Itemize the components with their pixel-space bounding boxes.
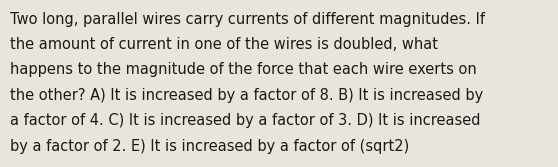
- Text: the other? A) It is increased by a factor of 8. B) It is increased by: the other? A) It is increased by a facto…: [10, 88, 483, 103]
- Text: happens to the magnitude of the force that each wire exerts on: happens to the magnitude of the force th…: [10, 62, 477, 77]
- Text: by a factor of 2. E) It is increased by a factor of (sqrt2): by a factor of 2. E) It is increased by …: [10, 139, 410, 154]
- Text: a factor of 4. C) It is increased by a factor of 3. D) It is increased: a factor of 4. C) It is increased by a f…: [10, 113, 480, 128]
- Text: the amount of current in one of the wires is doubled, what: the amount of current in one of the wire…: [10, 37, 438, 52]
- Text: Two long, parallel wires carry currents of different magnitudes. If: Two long, parallel wires carry currents …: [10, 12, 485, 27]
